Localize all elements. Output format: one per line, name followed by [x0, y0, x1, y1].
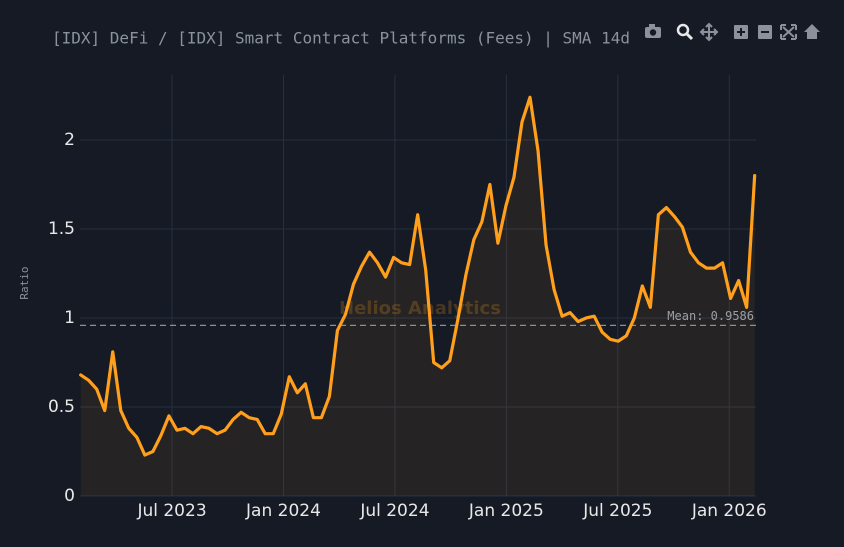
x-tick-label: Jul 2025	[582, 501, 652, 521]
x-tick-label: Jul 2024	[359, 501, 429, 521]
zoom-out-button[interactable]	[758, 25, 772, 39]
chart-title: [IDX] DeFi / [IDX] Smart Contract Platfo…	[52, 29, 630, 48]
camera-button[interactable]	[645, 24, 661, 38]
x-tick-label: Jul 2023	[136, 501, 206, 521]
y-tick-label: 0	[64, 486, 75, 506]
autoscale-button[interactable]	[780, 24, 797, 40]
pan-button[interactable]	[699, 22, 719, 42]
zoom-button[interactable]	[676, 23, 694, 41]
zoom-in-button[interactable]	[734, 25, 748, 39]
x-tick-label: Jan 2026	[691, 501, 767, 521]
mean-annotation: Mean: 0.9586	[667, 309, 754, 323]
area	[80, 97, 755, 496]
y-tick-label: 0.5	[48, 397, 75, 417]
line	[79, 95, 757, 457]
y-tick-label: 2	[64, 130, 75, 150]
modebar	[645, 22, 820, 42]
y-axis-label: Ratio	[18, 266, 31, 299]
reset-button[interactable]	[804, 24, 820, 39]
plot-area: Mean: 0.9586	[79, 95, 757, 496]
x-tick-label: Jan 2024	[245, 501, 321, 521]
x-tick-label: Jan 2025	[468, 501, 544, 521]
y-tick-label: 1.5	[48, 219, 75, 239]
y-tick-label: 1	[64, 308, 75, 328]
